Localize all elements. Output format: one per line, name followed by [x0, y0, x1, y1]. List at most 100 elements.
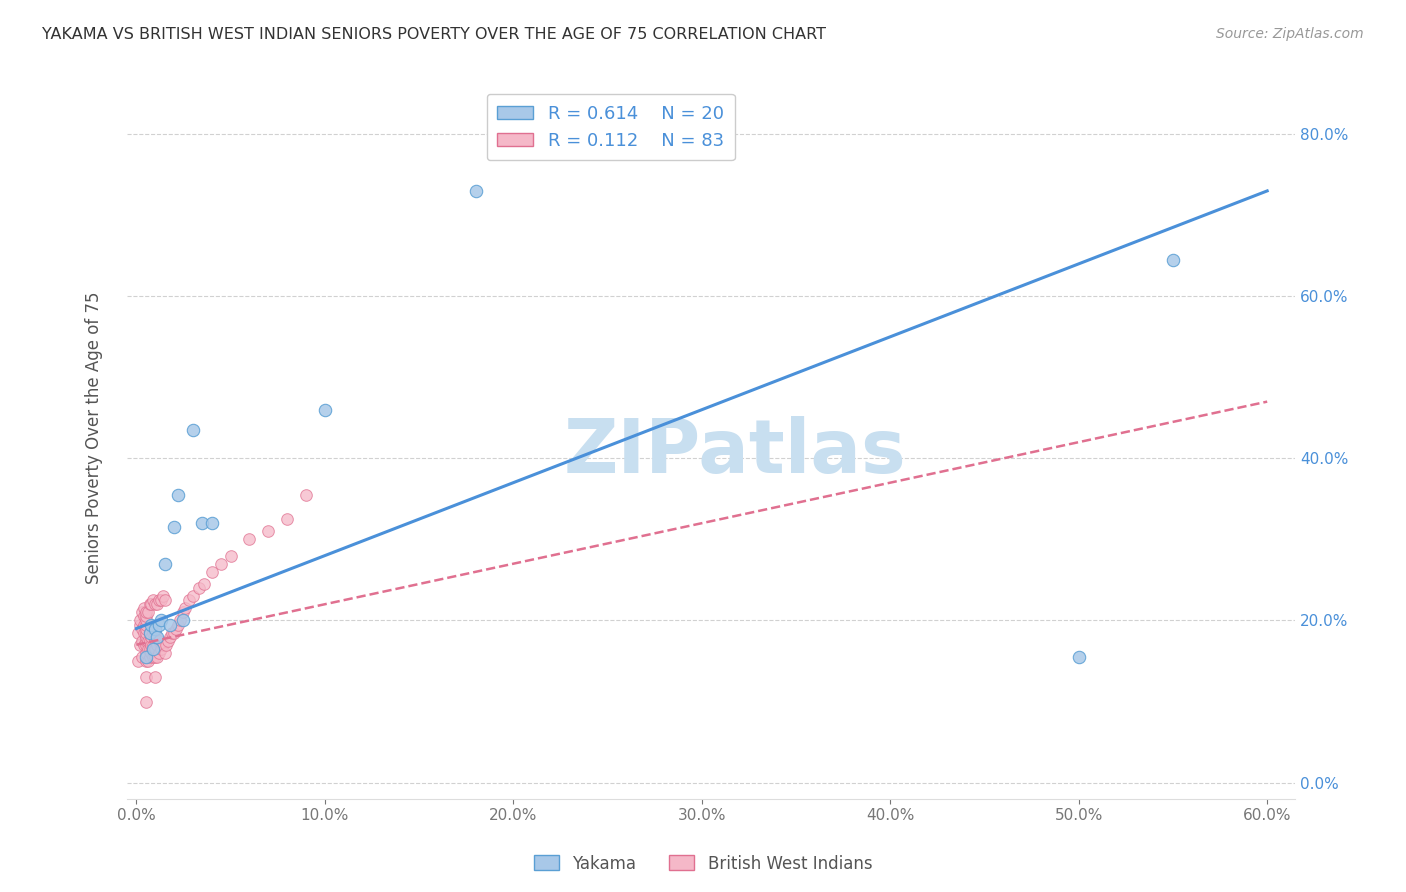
Point — [148, 593, 170, 607]
Point — [136, 654, 159, 668]
Point — [152, 638, 174, 652]
Point — [141, 630, 163, 644]
Point — [179, 593, 201, 607]
Point — [142, 641, 165, 656]
Point — [160, 625, 183, 640]
Point — [148, 646, 170, 660]
Point — [135, 654, 157, 668]
Point — [135, 638, 157, 652]
Point — [163, 625, 186, 640]
Legend: R = 0.614    N = 20, R = 0.112    N = 83: R = 0.614 N = 20, R = 0.112 N = 83 — [486, 94, 735, 161]
Point — [155, 638, 177, 652]
Point — [143, 597, 166, 611]
Point — [132, 617, 155, 632]
Point — [129, 617, 152, 632]
Point — [132, 625, 155, 640]
Point — [146, 597, 169, 611]
Point — [135, 622, 157, 636]
Point — [142, 593, 165, 607]
Point — [149, 641, 172, 656]
Point — [238, 533, 260, 547]
Point — [146, 638, 169, 652]
Point — [153, 646, 176, 660]
Point — [143, 633, 166, 648]
Point — [219, 549, 242, 563]
Point — [135, 630, 157, 644]
Point — [1161, 252, 1184, 267]
Point — [132, 638, 155, 652]
Point — [142, 649, 165, 664]
Point — [143, 649, 166, 664]
Point — [129, 638, 152, 652]
Point — [149, 593, 172, 607]
Point — [136, 641, 159, 656]
Point — [153, 557, 176, 571]
Point — [276, 512, 298, 526]
Point — [163, 520, 186, 534]
Point — [174, 601, 197, 615]
Point — [141, 617, 163, 632]
Point — [148, 633, 170, 648]
Point — [138, 597, 160, 611]
Point — [138, 625, 160, 640]
Point — [141, 646, 163, 660]
Point — [149, 614, 172, 628]
Text: ZIPatlas: ZIPatlas — [564, 416, 905, 489]
Point — [159, 630, 181, 644]
Point — [142, 625, 165, 640]
Point — [135, 649, 157, 664]
Point — [135, 614, 157, 628]
Point — [159, 617, 181, 632]
Point — [181, 589, 204, 603]
Point — [136, 633, 159, 648]
Point — [169, 614, 191, 628]
Point — [166, 488, 188, 502]
Text: Source: ZipAtlas.com: Source: ZipAtlas.com — [1216, 27, 1364, 41]
Point — [464, 184, 486, 198]
Point — [138, 649, 160, 664]
Point — [153, 593, 176, 607]
Point — [191, 516, 214, 531]
Point — [172, 605, 194, 619]
Legend: Yakama, British West Indians: Yakama, British West Indians — [527, 848, 879, 880]
Point — [127, 654, 149, 668]
Point — [157, 633, 180, 648]
Point — [143, 670, 166, 684]
Point — [146, 630, 169, 644]
Point — [141, 597, 163, 611]
Point — [165, 622, 187, 636]
Y-axis label: Seniors Poverty Over the Age of 75: Seniors Poverty Over the Age of 75 — [86, 292, 103, 584]
Point — [209, 557, 232, 571]
Point — [1067, 649, 1090, 664]
Point — [131, 633, 153, 648]
Point — [142, 638, 165, 652]
Point — [138, 625, 160, 640]
Point — [166, 617, 188, 632]
Point — [136, 605, 159, 619]
Point — [135, 633, 157, 648]
Point — [132, 609, 155, 624]
Text: YAKAMA VS BRITISH WEST INDIAN SENIORS POVERTY OVER THE AGE OF 75 CORRELATION CHA: YAKAMA VS BRITISH WEST INDIAN SENIORS PO… — [42, 27, 827, 42]
Point — [148, 617, 170, 632]
Point — [201, 516, 224, 531]
Point — [146, 649, 169, 664]
Point — [172, 614, 194, 628]
Point — [135, 670, 157, 684]
Point — [138, 641, 160, 656]
Point — [152, 589, 174, 603]
Point — [143, 622, 166, 636]
Point — [135, 694, 157, 708]
Point — [295, 488, 318, 502]
Point — [314, 402, 336, 417]
Point — [132, 601, 155, 615]
Point — [143, 641, 166, 656]
Point — [181, 423, 204, 437]
Point — [129, 614, 152, 628]
Point — [141, 638, 163, 652]
Point — [193, 577, 215, 591]
Point — [135, 646, 157, 660]
Point — [201, 565, 224, 579]
Point — [257, 524, 280, 539]
Point — [127, 625, 149, 640]
Point — [187, 581, 209, 595]
